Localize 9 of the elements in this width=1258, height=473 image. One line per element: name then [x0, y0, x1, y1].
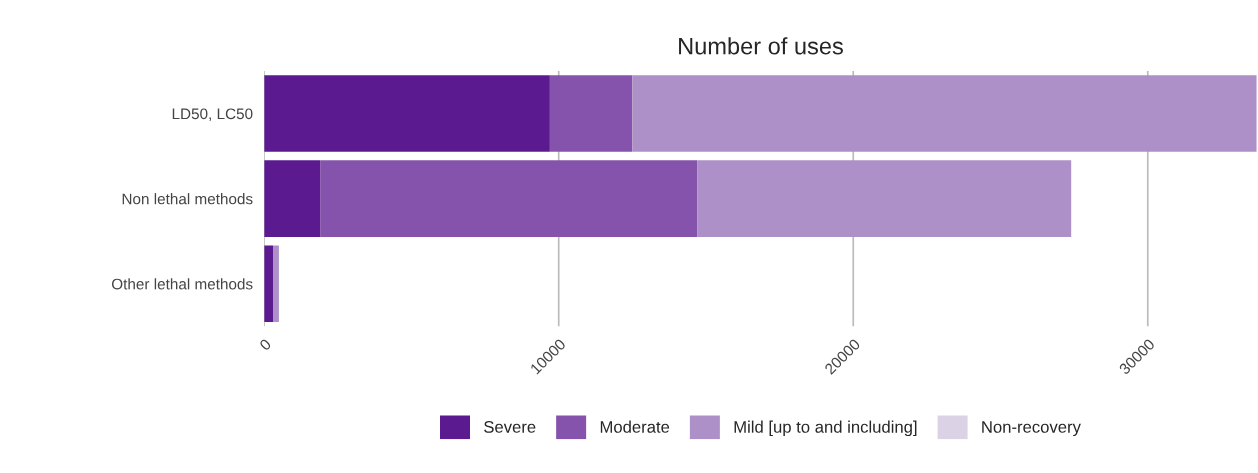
legend-label: Moderate	[600, 420, 670, 433]
y-tick-label: Other lethal methods	[111, 278, 253, 290]
y-tick-label: LD50, LC50	[172, 108, 253, 122]
y-tick-label: Non lethal methods	[122, 193, 253, 205]
legend-label: Severe	[484, 421, 536, 433]
legend-label: Non-recovery	[982, 421, 1081, 437]
legend-label: Mild [up to and including]	[734, 420, 917, 437]
x-tick-label: 0	[258, 338, 272, 351]
chart-title: Number of uses	[679, 37, 843, 55]
